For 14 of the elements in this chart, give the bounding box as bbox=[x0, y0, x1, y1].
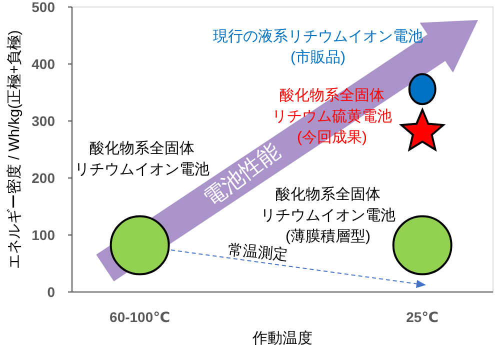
annotation: 酸化物系全固体リチウムイオン電池(薄膜積層型) bbox=[260, 186, 396, 245]
annotation: 酸化物系全固体リチウム硫黄電池(今回成果) bbox=[272, 87, 392, 146]
y-tick-label: 200 bbox=[32, 170, 56, 186]
annotation: 現行の液系リチウムイオン電池(市販品) bbox=[213, 28, 423, 66]
x-tick-label: 60-100℃ bbox=[110, 309, 170, 325]
y-tick-label: 300 bbox=[32, 113, 56, 129]
y-axis-title: エネルギー密度 / Wh/kg(正極+負極) bbox=[6, 30, 23, 269]
y-tick-label: 500 bbox=[32, 0, 56, 15]
annotation: 酸化物系全固体リチウムイオン電池 bbox=[74, 140, 210, 178]
x-tick-label: 25℃ bbox=[406, 309, 439, 325]
y-tick-label: 0 bbox=[47, 284, 56, 300]
y-tick-label: 100 bbox=[32, 227, 56, 243]
x-axis-title: 作動温度 bbox=[252, 330, 312, 345]
y-tick-label: 400 bbox=[32, 56, 56, 72]
